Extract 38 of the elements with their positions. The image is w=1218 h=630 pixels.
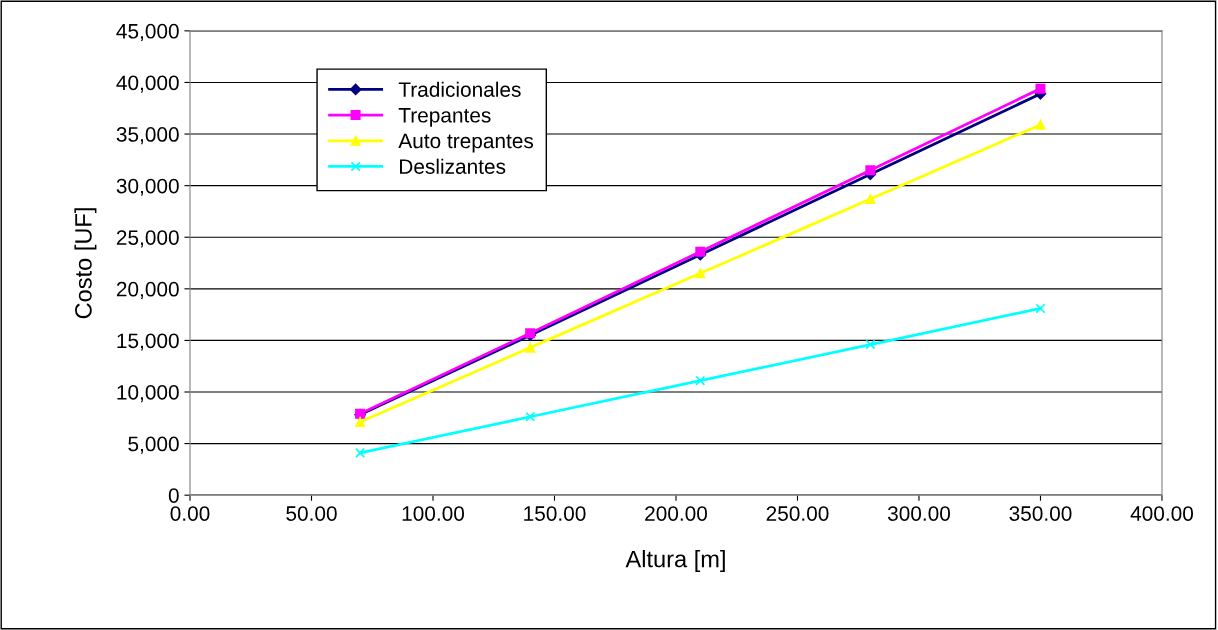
- x-tick-label: 400.00: [1130, 506, 1194, 521]
- x-tick-label: 100.00: [402, 506, 465, 521]
- point: [525, 342, 536, 353]
- y-tick-label: 20,000: [116, 281, 179, 300]
- legend-label: Deslizantes: [400, 158, 506, 174]
- legend-label: Trepantes: [398, 108, 491, 127]
- y-tick-label: 0: [168, 488, 179, 503]
- point: [525, 411, 536, 422]
- point: [865, 165, 876, 176]
- y-tick-label: 40,000: [116, 75, 179, 93]
- point: [1035, 303, 1046, 314]
- x-tick-label: 50.00: [286, 506, 337, 521]
- point: [1035, 83, 1046, 94]
- point: [695, 246, 706, 257]
- y-tick-label: 45,000: [116, 23, 179, 42]
- legend-label: Auto trepantes: [398, 133, 534, 153]
- point: [355, 447, 366, 458]
- point: [1035, 119, 1046, 130]
- x-axis-title: Altura [m]: [625, 550, 725, 573]
- x-tick-label: 200.00: [645, 506, 708, 521]
- point: [355, 416, 366, 427]
- point: [695, 375, 706, 386]
- x-tick-label: 0.00: [170, 506, 210, 521]
- y-tick-label: 10,000: [117, 385, 179, 403]
- y-axis-title: Costo [UF]: [74, 208, 97, 319]
- y-tick-label: 30,000: [116, 178, 179, 196]
- point: [695, 268, 706, 279]
- point: [865, 194, 876, 205]
- x-tick-label: 300.00: [887, 506, 951, 521]
- y-tick-label: 35,000: [116, 127, 179, 145]
- x-tick-label: 250.00: [766, 506, 829, 521]
- y-tick-label: 5,000: [128, 436, 179, 454]
- y-tick-label: 15,000: [117, 333, 179, 351]
- y-tick-label: 25,000: [116, 230, 179, 248]
- legend-label: Tradicionales: [398, 81, 521, 97]
- x-tick-label: 350.00: [1009, 506, 1072, 521]
- x-tick-label: 150.00: [524, 506, 586, 521]
- point: [865, 339, 876, 350]
